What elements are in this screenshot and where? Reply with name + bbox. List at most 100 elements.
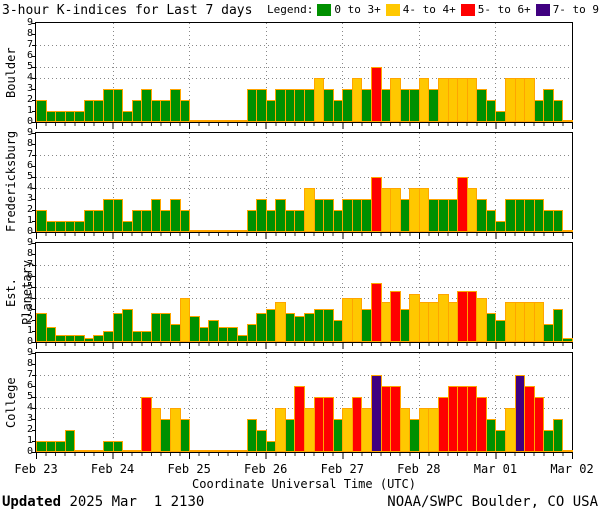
- k-index-bar: [534, 302, 544, 342]
- y-axis-tick-label: 3: [26, 413, 33, 424]
- y-axis-tick-label: 5: [26, 391, 33, 402]
- legend-swatch-purple: [535, 3, 550, 16]
- day-gridline: [419, 133, 420, 232]
- y-axis-ticks: [32, 243, 35, 343]
- y-axis-tick-label: 9: [26, 127, 33, 138]
- k-index-bar: [180, 210, 190, 232]
- k4-gridline: [36, 78, 572, 79]
- y-axis-tick-label: 9: [26, 237, 33, 248]
- k-index-bar: [122, 309, 133, 342]
- day-gridline: [342, 23, 343, 122]
- day-gridline: [189, 353, 190, 452]
- x-axis-ticks-day: [36, 123, 573, 129]
- k-index-bar: [46, 327, 56, 342]
- k-index-bar: [562, 338, 573, 342]
- day-gridline: [495, 23, 496, 122]
- y-axis-tick-label: 7: [26, 39, 33, 50]
- day-gridline: [495, 243, 496, 342]
- y-axis-tick-label: 5: [26, 171, 33, 182]
- y-axis-tick-label: 2: [26, 314, 33, 325]
- y-axis-tick-label: 6: [26, 270, 33, 281]
- y-axis-tick-label: 7: [26, 259, 33, 270]
- k7-gridline: [36, 155, 572, 156]
- y-axis-tick-label: 1: [26, 215, 33, 226]
- credit-text: NOAA/SWPC Boulder, CO USA: [387, 494, 598, 510]
- k5-gridline: [36, 177, 572, 178]
- day-gridline: [266, 133, 267, 232]
- legend-label-red: 5- to 6+: [477, 3, 531, 16]
- y-axis-tick-label: 1: [26, 105, 33, 116]
- y-axis-tick-label: 7: [26, 149, 33, 160]
- y-axis-ticks: [32, 353, 35, 453]
- day-gridline: [419, 243, 420, 342]
- k-index-bar: [553, 100, 563, 122]
- day-gridline: [266, 243, 267, 342]
- x-axis-title: Coordinate Universal Time (UTC): [192, 477, 416, 491]
- k-index-bar: [553, 309, 563, 342]
- k-index-bar: [553, 419, 563, 452]
- y-axis-tick-label: 4: [26, 402, 33, 413]
- k-index-bar: [562, 230, 573, 232]
- y-axis-tick-label: 0: [26, 446, 33, 457]
- k-index-bar: [534, 397, 544, 452]
- k-index-bar: [227, 327, 238, 342]
- day-gridline: [342, 243, 343, 342]
- day-gridline: [495, 133, 496, 232]
- k5-gridline: [36, 287, 572, 288]
- legend-item-green: 0 to 3+: [317, 3, 381, 16]
- k4-gridline: [36, 298, 572, 299]
- y-axis-tick-label: 3: [26, 83, 33, 94]
- y-axis-tick-label: 2: [26, 204, 33, 215]
- x-axis-ticks-day: [36, 233, 573, 239]
- y-axis-tick-label: 0: [26, 226, 33, 237]
- day-gridline: [189, 23, 190, 122]
- y-axis-tick-label: 5: [26, 61, 33, 72]
- day-gridline: [113, 23, 114, 122]
- day-gridline: [189, 243, 190, 342]
- day-gridline: [113, 353, 114, 452]
- y-axis-tick-label: 2: [26, 424, 33, 435]
- y-axis-tick-label: 3: [26, 303, 33, 314]
- day-gridline: [266, 23, 267, 122]
- legend-swatch-green: [317, 3, 332, 16]
- k-index-bar: [180, 100, 190, 122]
- legend-title: Legend:: [267, 3, 314, 16]
- day-gridline: [113, 243, 114, 342]
- panel-college: [35, 352, 573, 453]
- day-gridline: [342, 133, 343, 232]
- y-axis-ticks: [32, 23, 35, 123]
- y-axis-tick-label: 1: [26, 325, 33, 336]
- y-axis-tick-label: 9: [26, 347, 33, 358]
- k-index-bar: [562, 120, 573, 122]
- x-axis-date-label: Mar 01: [473, 462, 518, 476]
- day-gridline: [113, 133, 114, 232]
- y-axis-tick-label: 0: [26, 116, 33, 127]
- legend-swatch-red: [460, 3, 475, 16]
- k-index-bar: [113, 199, 123, 232]
- y-axis-ticks: [32, 133, 35, 233]
- y-axis-tick-label: 9: [26, 17, 33, 28]
- k-index-bar: [65, 430, 75, 452]
- y-axis-tick-label: 0: [26, 336, 33, 347]
- updated-value: 2025 Mar 1 2130: [61, 494, 205, 510]
- y-axis-tick-label: 8: [26, 138, 33, 149]
- y-axis-tick-label: 6: [26, 160, 33, 171]
- x-axis-date-label: Mar 02: [550, 462, 594, 476]
- day-gridline: [189, 133, 190, 232]
- y-axis-tick-label: 5: [26, 281, 33, 292]
- panel-fredericksburg: [35, 132, 573, 233]
- y-axis-tick-label: 8: [26, 248, 33, 259]
- y-axis-tick-label: 1: [26, 435, 33, 446]
- legend-label-purple: 7- to 9: [552, 3, 600, 16]
- y-axis-tick-label: 3: [26, 193, 33, 204]
- y-axis-tick-label: 8: [26, 28, 33, 39]
- y-axis-tick-label: 2: [26, 94, 33, 105]
- k7-gridline: [36, 375, 572, 376]
- k-index-bar: [553, 210, 563, 232]
- k7-gridline: [36, 265, 572, 266]
- y-axis-tick-label: 6: [26, 50, 33, 61]
- legend-item-red: 5- to 6+: [460, 3, 531, 16]
- k-index-bar: [562, 450, 573, 452]
- panel-boulder: [35, 22, 573, 123]
